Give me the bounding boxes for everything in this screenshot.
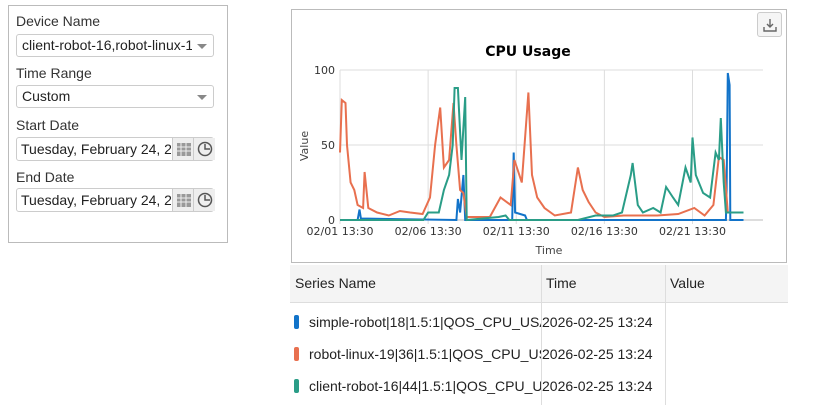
column-header-value[interactable]: Value — [670, 275, 705, 291]
table-header: Series Name Time Value — [290, 265, 788, 303]
y-tick-label: 50 — [321, 139, 335, 152]
chevron-down-icon — [197, 44, 207, 49]
end-date-input[interactable]: Tuesday, February 24, 2026 — [16, 188, 215, 212]
chevron-down-icon — [197, 95, 207, 100]
device-name-select[interactable]: client-robot-16,robot-linux-1... — [16, 34, 214, 57]
time-range-select[interactable]: Custom — [16, 85, 214, 108]
x-tick-label: 02/21 13:30 — [659, 225, 726, 238]
column-divider — [665, 265, 666, 405]
device-name-label: Device Name — [16, 13, 101, 29]
start-date-input[interactable]: Tuesday, February 24, 2026 — [16, 137, 215, 161]
time-range-label: Time Range — [16, 65, 92, 81]
chart-panel — [291, 9, 787, 263]
download-icon — [762, 18, 777, 32]
clock-icon[interactable] — [193, 138, 215, 160]
end-date-label: End Date — [16, 169, 75, 185]
table-row[interactable]: robot-linux-19|36|1.5:1|QOS_CPU_USAGE202… — [290, 344, 788, 364]
calendar-icon[interactable] — [172, 138, 194, 160]
series-line-0[interactable] — [340, 72, 744, 222]
x-axis-label: Time — [535, 244, 563, 257]
download-button[interactable] — [757, 12, 782, 37]
series-name: simple-robot|18|1.5:1|QOS_CPU_USAGE — [309, 314, 541, 330]
start-date-value: Tuesday, February 24, 2026 — [21, 141, 171, 157]
series-line-2[interactable] — [340, 87, 744, 222]
table-row[interactable]: simple-robot|18|1.5:1|QOS_CPU_USAGE2026-… — [290, 312, 788, 332]
x-tick-label: 02/06 13:30 — [395, 225, 462, 238]
table-row[interactable]: client-robot-16|44|1.5:1|QOS_CPU_USAGE20… — [290, 376, 788, 396]
calendar-icon[interactable] — [172, 189, 194, 211]
series-line-1[interactable] — [339, 92, 732, 219]
column-divider — [541, 265, 542, 405]
time-range-value: Custom — [22, 88, 71, 104]
filter-panel — [8, 5, 228, 243]
series-name: client-robot-16|44|1.5:1|QOS_CPU_USAGE — [309, 378, 541, 394]
end-date-value: Tuesday, February 24, 2026 — [21, 192, 171, 208]
x-tick-label: 02/16 13:30 — [571, 225, 638, 238]
series-time: 2026-02-25 13:24 — [542, 346, 653, 362]
x-tick-label: 02/11 13:30 — [483, 225, 550, 238]
x-tick-label: 02/01 13:30 — [307, 225, 374, 238]
column-header-series-name[interactable]: Series Name — [295, 275, 376, 291]
chart-title: CPU Usage — [485, 44, 570, 60]
y-tick-label: 0 — [328, 214, 335, 227]
y-axis-label: Value — [298, 131, 311, 161]
column-header-time[interactable]: Time — [546, 275, 577, 291]
device-name-value: client-robot-16,robot-linux-1... — [22, 37, 192, 53]
clock-icon[interactable] — [193, 189, 215, 211]
series-color-swatch — [294, 379, 299, 393]
series-color-swatch — [294, 315, 299, 329]
start-date-label: Start Date — [16, 117, 80, 133]
series-color-swatch — [294, 347, 299, 361]
series-name: robot-linux-19|36|1.5:1|QOS_CPU_USAGE — [309, 346, 541, 362]
cpu-usage-chart: CPU Usage Time Value 0 50 100 02/01 13:30 02… — [298, 44, 763, 257]
series-time: 2026-02-25 13:24 — [542, 314, 653, 330]
y-tick-label: 100 — [314, 64, 335, 77]
series-time: 2026-02-25 13:24 — [542, 378, 653, 394]
